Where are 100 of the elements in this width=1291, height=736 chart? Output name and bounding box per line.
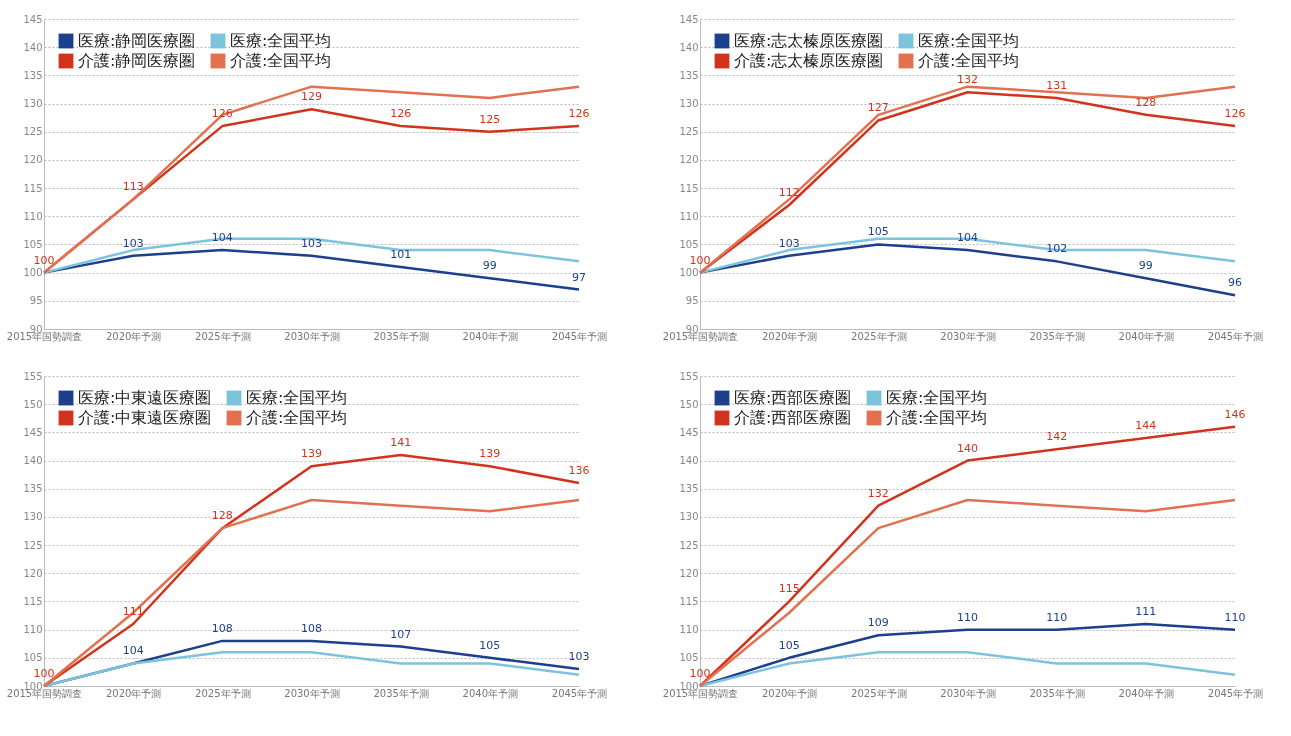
legend-label: 介護:全国平均	[230, 51, 332, 70]
x-tick-label: 2040年予測	[1118, 687, 1175, 699]
data-label: 129	[301, 90, 322, 104]
legend-label: 介護:静岡医療圏	[78, 51, 196, 70]
data-label: 139	[479, 447, 501, 461]
data-label: 140	[957, 441, 978, 455]
data-label: 108	[211, 621, 233, 635]
data-label: 126	[390, 107, 412, 121]
data-label: 107	[390, 627, 412, 641]
y-tick-label: 120	[23, 154, 43, 166]
legend-label: 介護:志太榛原医療圏	[734, 51, 884, 70]
y-tick-label: 105	[23, 652, 43, 664]
data-label: 141	[390, 435, 412, 449]
x-tick-label: 2025年予測	[195, 330, 251, 342]
x-tick-label: 2030年予測	[284, 330, 340, 342]
y-tick-label: 110	[23, 210, 43, 222]
y-tick-label: 145	[23, 426, 43, 438]
x-tick-label: 2045年予測	[551, 687, 608, 699]
x-tick-label: 2025年予測	[195, 687, 251, 699]
y-tick-label: 135	[23, 483, 43, 495]
data-label: 104	[211, 231, 233, 245]
y-tick-label: 135	[679, 483, 699, 495]
data-label: 111	[1135, 605, 1157, 618]
x-tick-label: 2045年予測	[551, 330, 608, 342]
data-label: 110	[1046, 610, 1068, 624]
data-label: 136	[568, 464, 590, 478]
x-tick-label: 2030年予測	[940, 687, 996, 699]
data-label: 128	[1135, 95, 1157, 109]
y-tick-label: 145	[679, 13, 699, 25]
y-tick-label: 125	[23, 126, 43, 138]
legend-label: 医療:静岡医療圏	[78, 31, 196, 50]
data-label: 105	[778, 638, 800, 652]
data-label: 104	[957, 231, 978, 245]
y-tick-label: 140	[23, 41, 43, 53]
y-tick-label: 110	[679, 210, 699, 222]
x-tick-label: 2020年予測	[761, 330, 818, 342]
y-tick-label: 130	[679, 511, 699, 523]
data-label: 132	[957, 73, 978, 87]
y-tick-label: 130	[23, 98, 43, 110]
data-label: 109	[867, 616, 889, 630]
data-label: 105	[867, 225, 889, 239]
x-tick-label: 2020年予測	[761, 687, 818, 699]
data-label: 126	[1224, 107, 1246, 121]
data-label: 131	[1046, 78, 1068, 92]
data-label: 113	[122, 180, 144, 194]
legend-label: 医療:全国平均	[230, 31, 332, 50]
data-label: 139	[301, 447, 322, 461]
legend-label: 医療:西部医療圏	[734, 388, 852, 407]
y-tick-label: 120	[679, 154, 699, 166]
y-tick-label: 145	[23, 13, 43, 25]
data-label: 128	[211, 509, 233, 523]
data-label: 103	[301, 236, 322, 250]
y-tick-label: 115	[679, 595, 699, 607]
y-tick-label: 145	[679, 426, 699, 438]
legend-label: 介護:西部医療圏	[734, 408, 852, 427]
x-tick-label: 2035年予測	[373, 687, 429, 699]
y-tick-label: 115	[23, 182, 43, 194]
y-tick-label: 115	[23, 595, 43, 607]
x-tick-label: 2025年予測	[851, 330, 907, 342]
data-label: 97	[572, 270, 586, 284]
legend-label: 介護:中東遠医療圏	[78, 408, 212, 427]
y-tick-label: 120	[679, 567, 699, 579]
y-tick-label: 105	[23, 238, 43, 250]
x-tick-label: 2045年予測	[1207, 687, 1264, 699]
y-tick-label: 130	[23, 511, 43, 523]
y-tick-label: 155	[23, 370, 43, 382]
data-label: 142	[1046, 430, 1068, 444]
data-label: 104	[122, 644, 144, 658]
y-tick-label: 105	[679, 238, 699, 250]
legend-label: 医療:志太榛原医療圏	[734, 31, 884, 50]
y-tick-label: 135	[23, 69, 43, 81]
data-label: 103	[778, 236, 800, 250]
y-tick-label: 150	[679, 398, 699, 410]
y-tick-label: 105	[679, 652, 699, 664]
x-tick-label: 2030年予測	[940, 330, 996, 342]
legend-label: 介護:全国平均	[918, 51, 1020, 70]
data-label: 144	[1135, 419, 1157, 432]
data-label: 126	[568, 107, 590, 121]
legend-label: 介護:全国平均	[246, 408, 348, 427]
y-tick-label: 125	[23, 539, 43, 551]
y-tick-label: 130	[679, 98, 699, 110]
data-label: 125	[479, 112, 501, 126]
y-tick-label: 135	[679, 69, 699, 81]
x-tick-label: 2020年予測	[105, 687, 162, 699]
x-tick-label: 2040年予測	[462, 687, 519, 699]
data-label: 115	[778, 582, 800, 596]
y-tick-label: 110	[679, 624, 699, 636]
data-label: 101	[390, 248, 412, 261]
legend-label: 医療:中東遠医療圏	[78, 388, 212, 407]
data-label: 103	[122, 236, 144, 250]
data-label: 108	[301, 621, 322, 635]
y-tick-label: 125	[679, 539, 699, 551]
x-tick-label: 2035年予測	[1029, 330, 1085, 342]
y-tick-label: 120	[23, 567, 43, 579]
y-tick-label: 110	[23, 624, 43, 636]
data-label: 96	[1228, 276, 1242, 290]
y-tick-label: 100	[23, 267, 43, 279]
data-label: 127	[867, 101, 889, 115]
y-tick-label: 125	[679, 126, 699, 138]
x-tick-label: 2040年予測	[1118, 330, 1175, 342]
